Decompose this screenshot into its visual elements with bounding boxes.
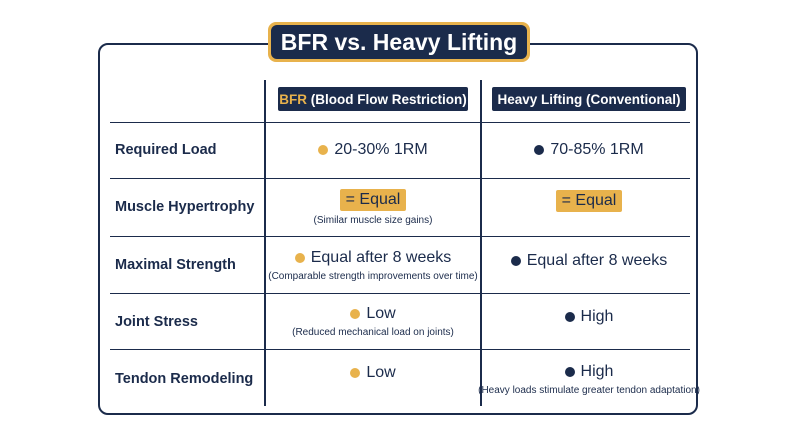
row-label-tendon-remodeling: Tendon Remodeling <box>115 371 254 387</box>
gold-dot-icon <box>294 252 305 263</box>
cell-note: (Similar muscle size gains) <box>313 214 433 226</box>
gold-dot-icon <box>318 145 329 155</box>
cell-bfr-maximal-strength: Equal after 8 weeks (Comparable strength… <box>266 236 480 294</box>
cell-heavy-joint-stress: High <box>482 293 696 340</box>
cell-value: Low <box>366 364 396 381</box>
navy-dot-icon <box>564 311 575 322</box>
row-divider-2 <box>110 178 690 179</box>
cell-value: High <box>580 307 614 325</box>
cell-note: (Reduced mechanical load on joints) <box>292 327 454 338</box>
cell-heavy-muscle-hypertrophy: = Equal <box>482 178 696 224</box>
navy-dot-icon <box>534 145 545 155</box>
column-divider-2 <box>480 80 482 406</box>
row-label-required-load: Required Load <box>115 142 217 158</box>
navy-dot-icon <box>564 366 575 377</box>
cell-bfr-muscle-hypertrophy: = Equal (Similar muscle size gains) <box>266 178 480 236</box>
gold-dot-icon <box>350 368 361 378</box>
cell-heavy-tendon-remodeling: High (Heavy loads stimulate greater tend… <box>478 349 700 409</box>
row-label-muscle-hypertrophy: Muscle Hypertrophy <box>115 199 255 215</box>
column-header-bfr-rest: (Blood Flow Restriction) <box>307 91 467 107</box>
cell-value: Low <box>366 305 396 322</box>
column-divider-1 <box>264 80 266 406</box>
gold-dot-icon <box>350 309 361 319</box>
row-label-maximal-strength: Maximal Strength <box>115 257 236 273</box>
equal-badge: = Equal <box>339 188 407 211</box>
navy-dot-icon <box>510 256 521 266</box>
cell-heavy-maximal-strength: Equal after 8 weeks <box>482 236 696 286</box>
column-header-heavy-label: Heavy Lifting (Conventional) <box>497 91 681 107</box>
cell-note: (Heavy loads stimulate greater tendon ad… <box>478 384 700 396</box>
page-title: BFR vs. Heavy Lifting <box>271 25 527 59</box>
cell-heavy-required-load: 70-85% 1RM <box>482 122 696 178</box>
cell-value: Equal after 8 weeks <box>310 248 452 266</box>
row-divider-4 <box>110 293 690 294</box>
row-divider-1 <box>110 122 690 123</box>
column-header-heavy: Heavy Lifting (Conventional) <box>492 87 686 111</box>
cell-bfr-required-load: 20-30% 1RM <box>266 122 480 178</box>
title-frame: BFR vs. Heavy Lifting <box>268 22 530 62</box>
cell-note: (Comparable strength improvements over t… <box>268 270 478 282</box>
row-divider-3 <box>110 236 690 237</box>
row-divider-5 <box>110 349 690 350</box>
cell-bfr-joint-stress: Low (Reduced mechanical load on joints) <box>266 293 480 350</box>
row-label-joint-stress: Joint Stress <box>115 313 198 330</box>
column-header-bfr-accent: BFR <box>279 91 307 107</box>
cell-value: High <box>580 362 614 380</box>
cell-value: 70-85% 1RM <box>550 141 644 158</box>
cell-bfr-tendon-remodeling: Low <box>266 349 480 397</box>
cell-value: 20-30% 1RM <box>334 141 428 158</box>
column-header-bfr: BFR (Blood Flow Restriction) <box>278 87 468 111</box>
cell-value: Equal after 8 weeks <box>526 252 668 269</box>
equal-badge: = Equal <box>555 190 623 212</box>
